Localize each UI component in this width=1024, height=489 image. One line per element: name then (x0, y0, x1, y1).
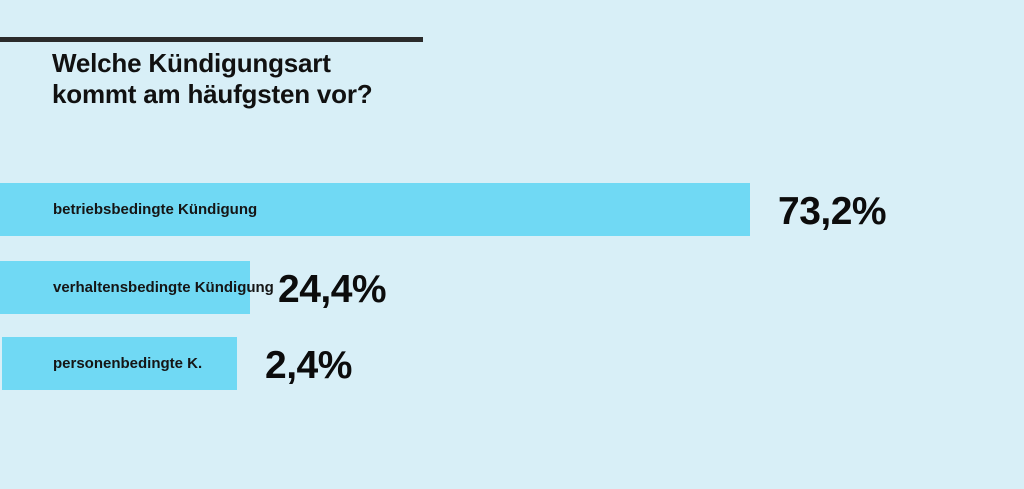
category-label-2: verhaltensbedingte Kündigung (53, 279, 274, 296)
chart-title-line-2: kommt am häufgsten vor? (52, 79, 373, 109)
data-label-1: 73,2% (778, 190, 887, 233)
bar-3 (2, 337, 237, 390)
data-label-2: 24,4% (278, 268, 387, 311)
bar-2 (0, 261, 250, 314)
category-label-1: betriebsbedingte Kündigung (53, 201, 258, 218)
category-label-3: personenbedingte K. (53, 355, 203, 372)
chart-title-line-1: Welche Kündigungsart (52, 48, 331, 78)
data-label-3: 2,4% (265, 344, 352, 387)
chart-title: Welche Kündigungsart kommt am häufgsten … (52, 48, 472, 110)
bar-1 (0, 183, 750, 236)
title-rule (0, 37, 423, 42)
